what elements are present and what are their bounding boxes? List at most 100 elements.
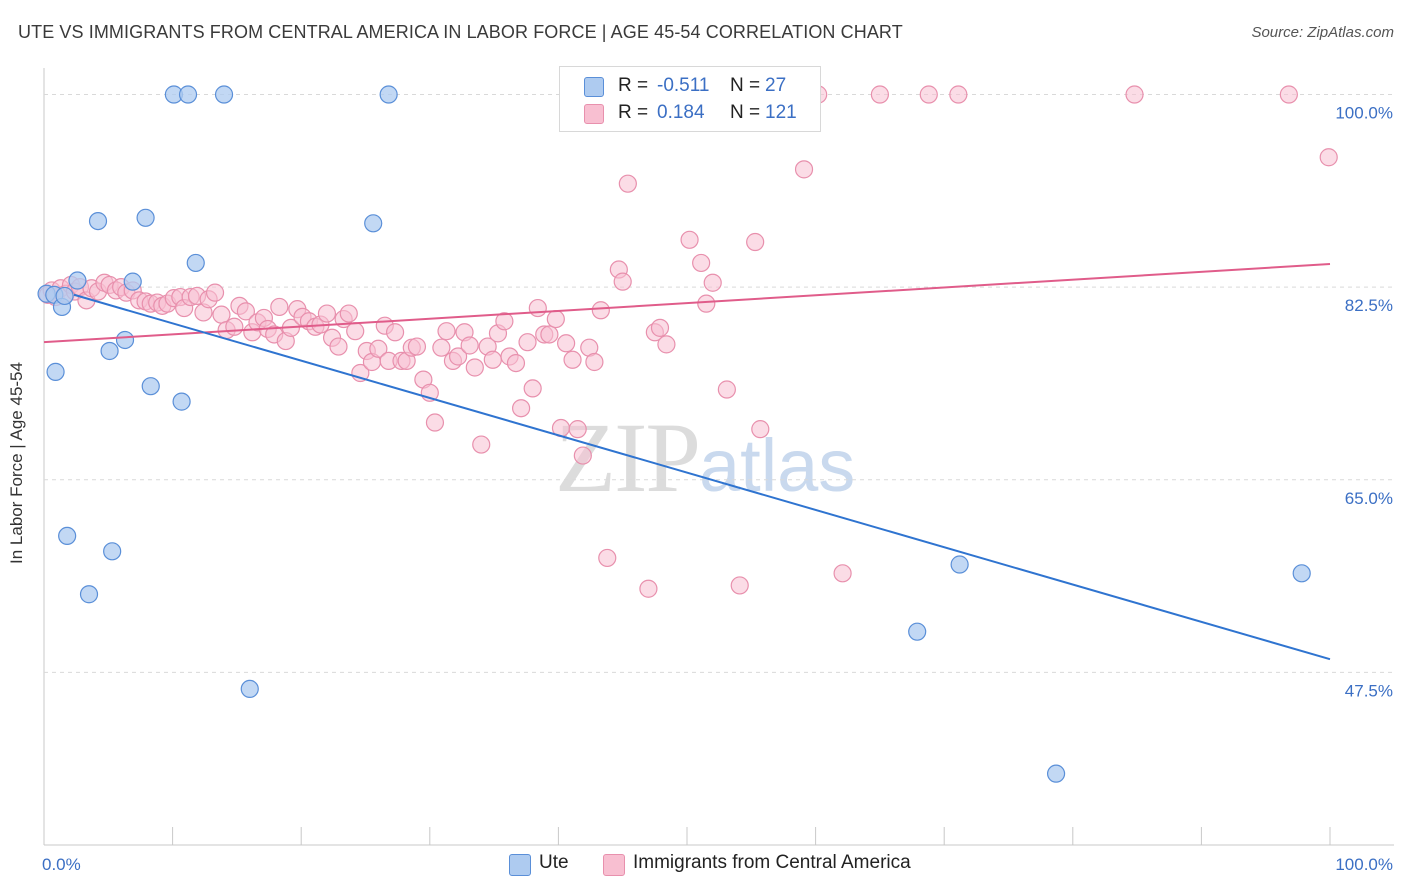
central-america-point	[317, 304, 337, 323]
ute-point	[79, 585, 99, 604]
source-credit: Source: ZipAtlas.com	[1251, 24, 1394, 41]
ute-point	[55, 286, 74, 306]
legend-r-value: 0.184	[657, 102, 705, 123]
central-america-point	[339, 304, 358, 323]
central-america-point	[407, 337, 427, 356]
central-america-point	[528, 298, 547, 318]
central-america-point	[703, 273, 722, 292]
central-america-point	[680, 230, 699, 249]
chart-title: UTE VS IMMIGRANTS FROM CENTRAL AMERICA I…	[18, 22, 903, 42]
central-america-point	[546, 309, 565, 329]
central-america-point	[598, 548, 617, 568]
ute-point	[186, 253, 205, 273]
central-america-point	[1319, 148, 1338, 167]
central-america-point	[329, 337, 348, 356]
ute-point	[68, 271, 87, 290]
ute-point	[46, 362, 65, 381]
central-america-point	[794, 160, 814, 179]
central-america-point	[506, 353, 526, 373]
central-america-point	[512, 399, 531, 418]
central-america-point	[437, 322, 456, 341]
legend-label-ute: Ute	[539, 852, 569, 873]
central-america-point	[563, 350, 582, 369]
central-america-point	[432, 338, 451, 357]
central-america-point	[833, 564, 852, 583]
x-tick-label: 0.0%	[42, 855, 81, 874]
ute-point	[115, 330, 135, 350]
legend-label-central-america: Immigrants from Central America	[633, 852, 911, 873]
central-america-point	[523, 379, 542, 398]
y-tick-label: 82.5%	[1345, 296, 1393, 315]
central-america-point	[369, 339, 388, 358]
ute-point	[908, 622, 927, 641]
central-america-point	[949, 85, 968, 104]
central-america-point	[870, 85, 890, 104]
central-america-point	[657, 335, 676, 354]
central-america-point	[730, 576, 749, 595]
ute-point	[103, 542, 122, 561]
ute-point	[136, 208, 155, 227]
legend-n-label: N =	[730, 75, 761, 96]
legend-r-label: R =	[618, 75, 649, 96]
legend-r-value: -0.511	[657, 75, 710, 96]
central-america-point	[1125, 85, 1144, 104]
y-tick-label: 47.5%	[1345, 681, 1393, 700]
legend-row-ute: R = -0.511 N = 27	[560, 73, 820, 101]
ute-point	[141, 377, 160, 396]
central-america-point	[613, 272, 632, 291]
central-america-point	[225, 317, 244, 336]
central-america-point	[573, 446, 592, 465]
central-america-point	[746, 232, 765, 252]
central-america-point	[385, 323, 405, 342]
ute-swatch	[584, 77, 604, 97]
central-america-point	[472, 435, 491, 454]
legend-n-value: 121	[765, 102, 797, 123]
central-america-point	[697, 294, 716, 313]
correlation-legend: R = -0.511 N = 27 R = 0.184 N = 121	[559, 66, 821, 132]
ute-point	[178, 85, 198, 104]
ute-point	[1046, 764, 1066, 783]
central-america-point	[557, 334, 576, 353]
central-america-point	[483, 350, 502, 369]
central-america-point	[540, 325, 559, 344]
ute-point	[172, 392, 191, 411]
central-america-point	[460, 336, 479, 355]
ute-swatch	[509, 854, 531, 876]
ute-point	[1292, 564, 1311, 583]
ute-point	[58, 526, 77, 546]
ute-point	[364, 214, 383, 233]
central-america-point	[919, 85, 938, 104]
central-america-point	[1279, 85, 1298, 104]
central-america-point	[717, 380, 736, 399]
series-legend: Ute Immigrants from Central America	[0, 852, 1406, 878]
central-america-swatch	[603, 854, 625, 876]
central-america-point	[591, 301, 610, 320]
legend-row-central-america: R = 0.184 N = 121	[560, 100, 820, 128]
legend-r-label: R =	[618, 102, 649, 123]
central-america-trend-line	[43, 263, 1331, 344]
central-america-point	[270, 297, 289, 317]
central-america-point	[465, 358, 484, 377]
legend-n-value: 27	[765, 75, 787, 96]
ute-point	[88, 211, 108, 231]
ute-point	[214, 85, 234, 104]
central-america-point	[639, 579, 658, 598]
ute-trend-line	[73, 293, 1331, 661]
ute-point	[240, 679, 259, 699]
central-america-point	[205, 283, 225, 302]
central-america-point	[650, 318, 670, 337]
ute-point	[379, 85, 398, 104]
central-america-point	[425, 413, 445, 432]
central-america-point	[751, 420, 770, 439]
ute-point	[100, 341, 119, 361]
x-tick-label: 100.0%	[1335, 855, 1393, 874]
central-america-point	[346, 322, 365, 341]
central-america-point	[518, 333, 537, 352]
legend-n-label: N =	[730, 102, 761, 123]
y-tick-label: 65.0%	[1345, 489, 1393, 508]
central-america-point	[448, 347, 468, 366]
central-america-point	[692, 253, 711, 273]
central-america-point	[236, 302, 256, 321]
central-america-point	[618, 174, 637, 193]
